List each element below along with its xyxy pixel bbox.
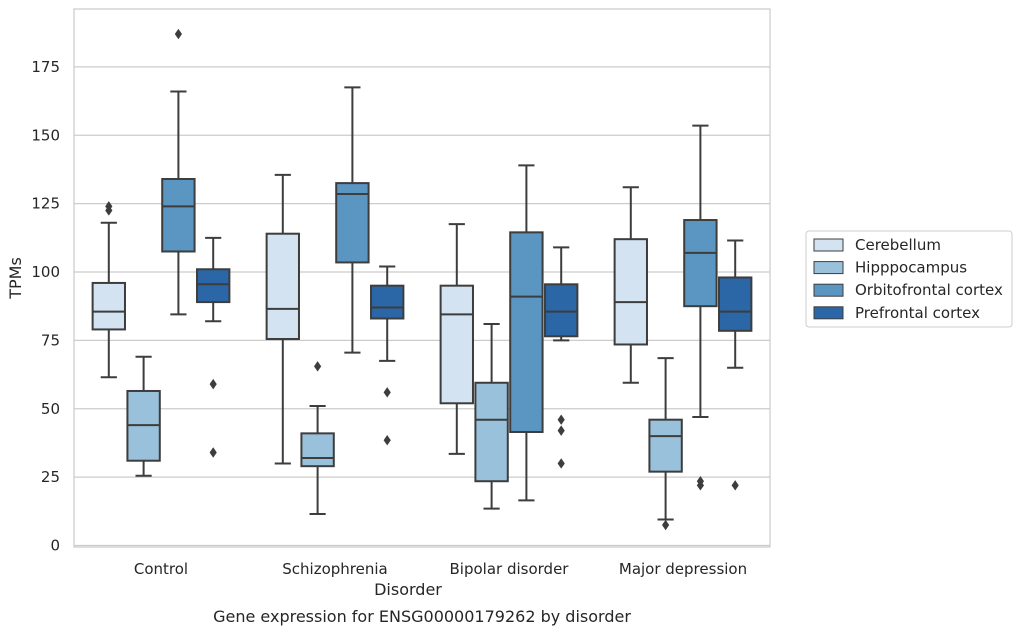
box-cerebellum [439, 223, 474, 455]
outlier-point [696, 476, 704, 487]
box-iqr [683, 219, 718, 308]
legend-swatch [813, 238, 844, 252]
box-orbitofrontal-cortex [161, 28, 196, 316]
outlier-point [383, 435, 391, 446]
legend: Cerebellum Hipppocampus Orbitofrontal cort… [805, 230, 1013, 328]
box-iqr [265, 232, 300, 341]
y-tick-label: 25 [41, 468, 60, 486]
box-iqr [474, 381, 509, 483]
box-iqr [335, 182, 370, 264]
box-iqr [161, 178, 196, 253]
y-tick-label: 50 [41, 400, 60, 418]
y-tick-label: 100 [31, 263, 60, 281]
legend-swatch [813, 306, 844, 320]
box-cerebellum [91, 201, 126, 379]
legend-frame [805, 230, 1013, 328]
boxes-layer [91, 28, 753, 531]
box-iqr [91, 281, 126, 331]
box-iqr [648, 418, 683, 473]
outlier-point [209, 378, 217, 390]
outlier-point [209, 447, 217, 458]
y-axis-ticks: 0 25 50 75 100 125 150 175 [31, 58, 60, 555]
x-axis-ticks: Control Schizophrenia Bipolar disorder Majo… [134, 560, 747, 578]
y-tick-label: 175 [31, 58, 60, 76]
y-tick-label: 75 [41, 331, 60, 349]
y-axis-title: TPMs [6, 257, 25, 300]
box-hipppocampus [126, 355, 161, 477]
plot-frame [73, 8, 771, 548]
box-iqr [544, 283, 579, 338]
box-iqr [613, 238, 648, 346]
box-iqr [300, 432, 335, 468]
legend-label: Prefrontal cortex [855, 304, 980, 322]
box-hipppocampus [300, 361, 335, 516]
box-prefrontal-cortex [370, 265, 405, 446]
box-cerebellum [613, 186, 648, 384]
outlier-point [557, 414, 565, 425]
chart-caption: Gene expression for ENSG00000179262 by d… [213, 607, 631, 626]
box-orbitofrontal-cortex [335, 86, 370, 354]
x-tick-label: Major depression [619, 560, 747, 578]
outlier-point [314, 361, 322, 372]
box-prefrontal-cortex [196, 236, 231, 458]
box-orbitofrontal-cortex [509, 164, 544, 502]
outlier-point [662, 519, 670, 531]
y-tick-label: 150 [31, 126, 60, 144]
x-tick-label: Bipolar disorder [450, 560, 570, 578]
box-iqr [196, 268, 231, 304]
box-iqr [439, 284, 474, 405]
x-tick-label: Schizophrenia [282, 560, 387, 578]
box-orbitofrontal-cortex [683, 124, 718, 491]
box-prefrontal-cortex [718, 239, 753, 491]
outlier-point [731, 480, 739, 491]
legend-swatch [813, 261, 844, 275]
box-iqr [509, 231, 544, 433]
box-prefrontal-cortex [544, 246, 579, 469]
x-tick-label: Control [134, 560, 188, 578]
box-hipppocampus [648, 357, 683, 531]
grid-lines [74, 66, 770, 547]
x-axis-title: Disorder [374, 580, 442, 599]
legend-label: Hipppocampus [855, 259, 967, 277]
outlier-point [174, 28, 182, 40]
y-tick-label: 125 [31, 195, 60, 213]
legend-label: Orbitofrontal cortex [855, 281, 1003, 299]
box-iqr [370, 284, 405, 320]
box-cerebellum [265, 173, 300, 465]
outlier-point [383, 387, 391, 398]
outlier-point [557, 425, 565, 436]
legend-swatch [813, 283, 844, 297]
box-iqr [718, 276, 753, 332]
outlier-point [105, 201, 113, 212]
outlier-point [557, 458, 565, 469]
box-hipppocampus [474, 322, 509, 510]
y-tick-label: 0 [50, 537, 60, 555]
legend-label: Cerebellum [855, 236, 941, 254]
